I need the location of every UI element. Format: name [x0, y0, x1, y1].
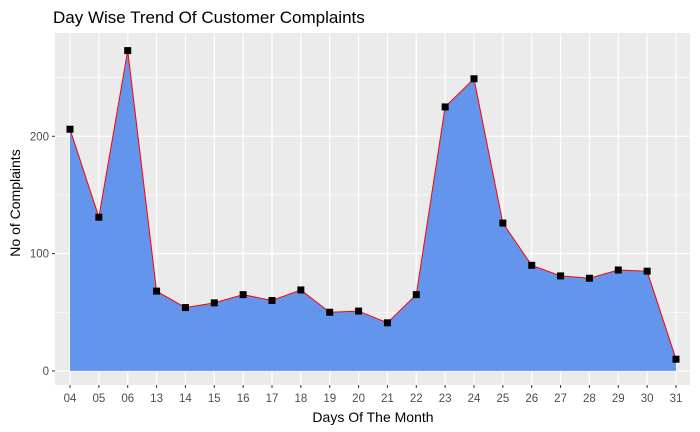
x-tick-label-21: 21 — [381, 393, 394, 405]
x-tick-label-23: 23 — [439, 393, 452, 405]
data-point-24 — [470, 75, 478, 83]
data-point-05 — [95, 213, 103, 221]
data-point-25 — [499, 219, 507, 227]
data-point-17 — [268, 297, 276, 305]
data-point-13 — [153, 287, 161, 295]
x-tick-label-15: 15 — [208, 393, 221, 405]
x-tick-label-05: 05 — [92, 393, 105, 405]
y-tick-label-0: 0 — [43, 366, 49, 378]
complaints-line — [69, 50, 677, 360]
x-tick-label-28: 28 — [583, 393, 596, 405]
data-point-14 — [181, 304, 189, 312]
data-point-18 — [297, 286, 305, 294]
x-tick-label-16: 16 — [237, 393, 250, 405]
data-point-27 — [557, 272, 565, 280]
x-axis-label: Days Of The Month — [312, 409, 433, 425]
data-points — [66, 47, 680, 363]
x-tick-label-27: 27 — [554, 393, 567, 405]
x-tick-label-06: 06 — [121, 393, 134, 405]
data-point-31 — [672, 355, 680, 363]
x-tick-label-30: 30 — [641, 393, 654, 405]
x-tick-label-18: 18 — [294, 393, 307, 405]
chart-title: Day Wise Trend Of Customer Complaints — [53, 8, 365, 27]
x-tick-label-14: 14 — [179, 393, 192, 405]
data-point-20 — [355, 307, 363, 315]
data-point-21 — [383, 319, 391, 327]
y-tick-label-200: 200 — [30, 131, 49, 143]
complaints-area — [70, 50, 676, 371]
x-tick-label-25: 25 — [496, 393, 509, 405]
x-axis: 04 05 06 13 14 15 16 17 18 19 20 21 22 23 24 25 26 27 28 29… — [64, 385, 683, 405]
x-tick-label-13: 13 — [150, 393, 163, 405]
data-point-23 — [441, 103, 449, 111]
data-point-28 — [585, 274, 593, 282]
x-tick-label-20: 20 — [352, 393, 365, 405]
x-tick-label-24: 24 — [468, 393, 481, 405]
y-axis-label: No of Complaints — [7, 149, 23, 256]
data-point-29 — [614, 266, 622, 274]
data-point-15 — [210, 299, 218, 307]
y-tick-label-100: 100 — [30, 249, 49, 261]
x-tick-label-17: 17 — [266, 393, 279, 405]
x-tick-label-31: 31 — [670, 393, 683, 405]
y-axis: 0 100 200 — [30, 131, 55, 378]
data-point-30 — [643, 267, 651, 275]
data-point-19 — [326, 308, 334, 316]
data-point-22 — [412, 291, 420, 299]
x-tick-label-04: 04 — [64, 393, 77, 405]
x-tick-label-22: 22 — [410, 393, 423, 405]
data-point-06 — [124, 47, 132, 55]
x-tick-label-19: 19 — [323, 393, 336, 405]
x-tick-label-29: 29 — [612, 393, 625, 405]
data-point-04 — [66, 125, 74, 133]
data-point-16 — [239, 291, 247, 299]
data-point-26 — [528, 261, 536, 269]
x-tick-label-26: 26 — [525, 393, 538, 405]
